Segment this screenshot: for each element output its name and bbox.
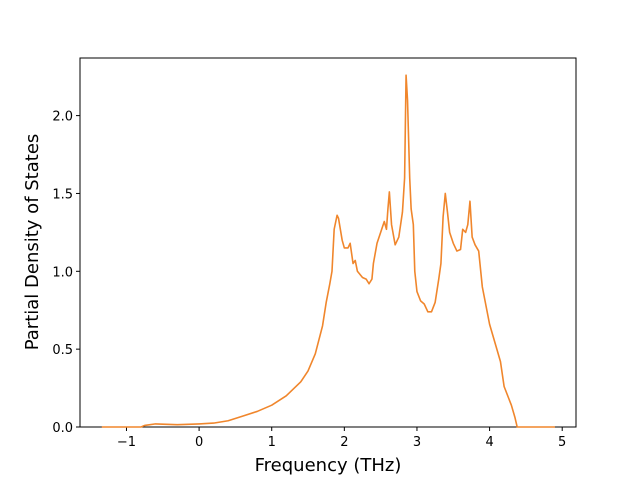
- x-tick-label: 2: [340, 435, 348, 450]
- y-tick-label: 1.5: [52, 187, 73, 202]
- x-tick-label: 5: [558, 435, 566, 450]
- x-tick-label: 1: [268, 435, 276, 450]
- x-tick-label: 0: [195, 435, 203, 450]
- x-tick-label: 4: [485, 435, 493, 450]
- x-tick-label: 3: [413, 435, 421, 450]
- y-tick-label: 1.0: [52, 265, 73, 280]
- y-axis-label: Partial Density of States: [22, 134, 43, 351]
- x-axis-label: Frequency (THz): [255, 455, 402, 476]
- plot-frame: [79, 57, 577, 428]
- y-tick-label: 2.0: [52, 110, 73, 125]
- x-tick-label: −1: [117, 435, 136, 450]
- y-tick-label: 0.5: [52, 343, 73, 358]
- data-line: [101, 74, 555, 428]
- y-tick-label: 0.0: [52, 421, 73, 436]
